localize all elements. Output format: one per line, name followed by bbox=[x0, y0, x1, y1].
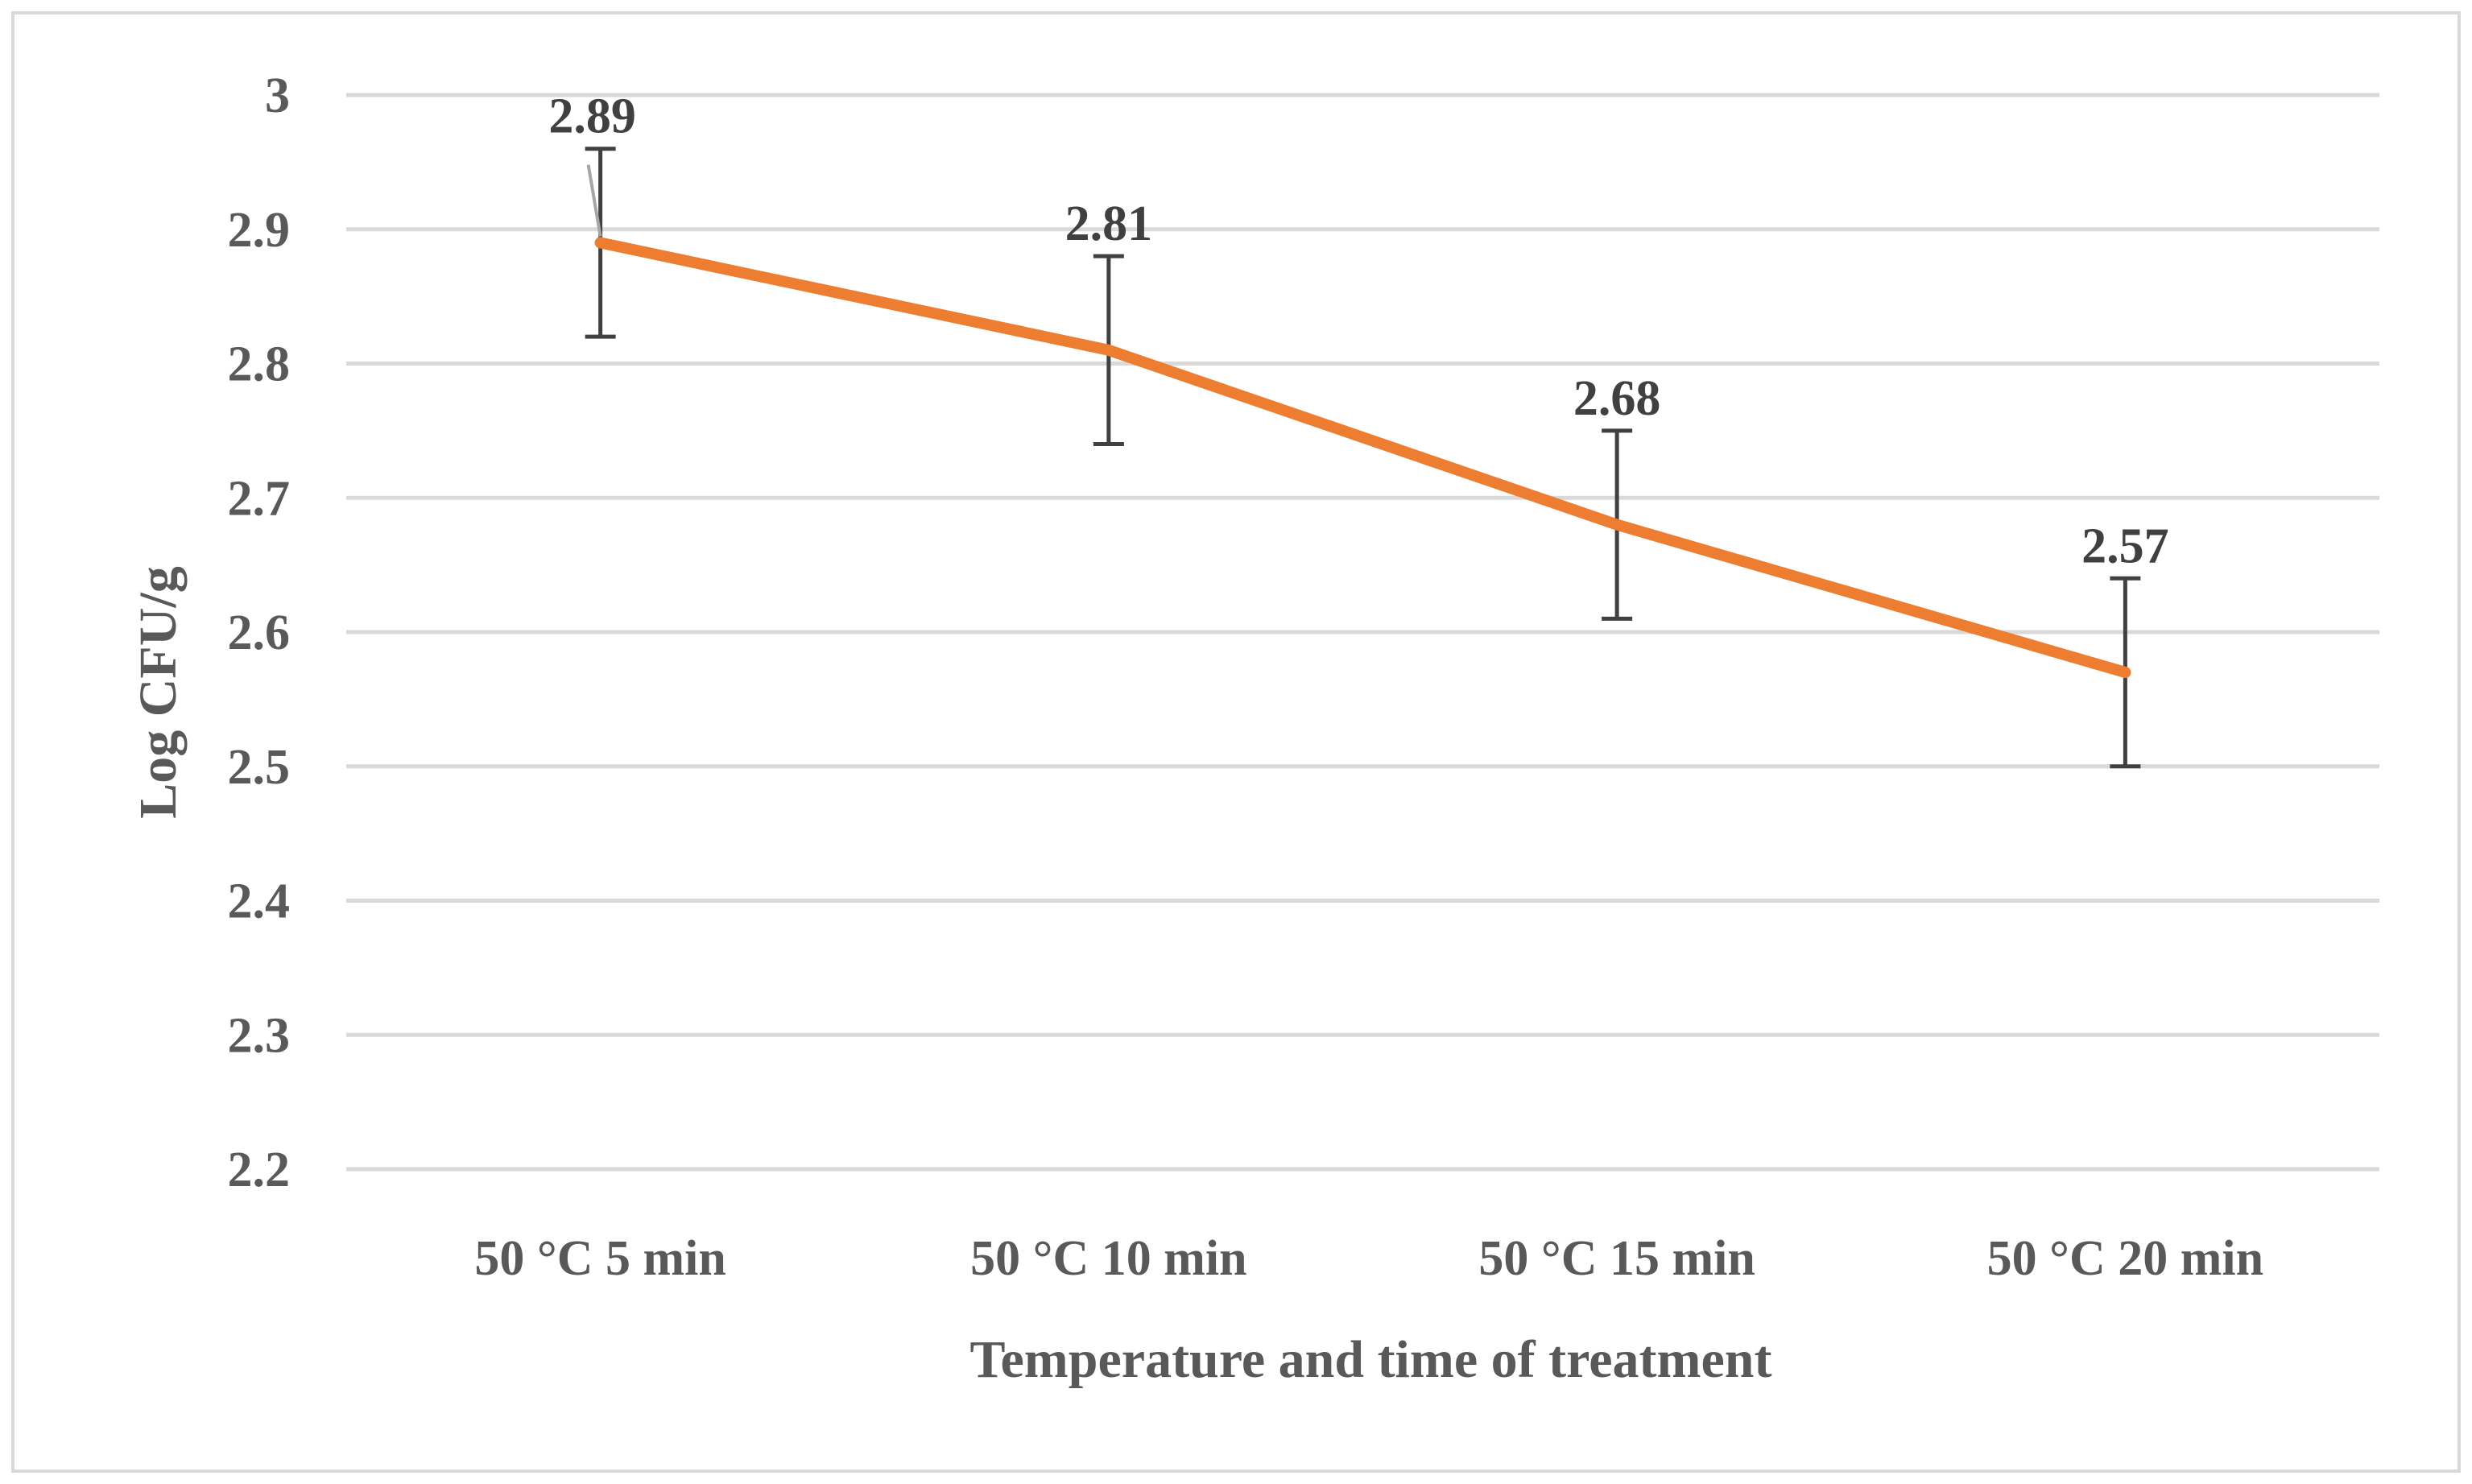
x-axis-tick-labels: 50 °C 5 min 50 °C 10 min 50 °C 15 min 50 °C… bbox=[474, 1231, 2263, 1286]
y-axis-tick-labels: 2.2 2.3 2.4 2.5 2.6 2.7 2.8 2.9 3 bbox=[228, 68, 291, 1197]
y-tick-label: 2.9 bbox=[228, 203, 291, 258]
y-tick-label: 2.6 bbox=[228, 606, 291, 660]
data-point bbox=[2119, 667, 2131, 679]
data-label: 2.81 bbox=[1065, 196, 1153, 251]
chart-border bbox=[11, 11, 2461, 1473]
x-tick-label: 50 °C 20 min bbox=[1987, 1231, 2263, 1286]
data-point bbox=[1102, 344, 1114, 356]
x-tick-label: 50 °C 15 min bbox=[1478, 1231, 1755, 1286]
series-layer bbox=[594, 237, 2131, 679]
gridlines bbox=[346, 93, 2379, 1172]
series-line bbox=[594, 237, 2131, 679]
y-axis-title: Log CFU/g bbox=[129, 566, 188, 819]
data-point bbox=[594, 237, 606, 249]
data-label-leader bbox=[586, 164, 602, 237]
y-tick-label: 3 bbox=[265, 68, 290, 123]
y-tick-label: 2.5 bbox=[228, 740, 291, 795]
data-labels: 2.89 2.81 2.68 2.57 bbox=[548, 89, 2168, 574]
y-tick-label: 2.8 bbox=[228, 337, 291, 392]
data-label: 2.57 bbox=[2081, 519, 2169, 573]
data-point bbox=[1611, 519, 1623, 531]
y-tick-label: 2.7 bbox=[228, 471, 291, 526]
y-tick-label: 2.3 bbox=[228, 1008, 291, 1063]
x-axis-title: Temperature and time of treatment bbox=[970, 1330, 1772, 1389]
y-tick-label: 2.2 bbox=[228, 1143, 291, 1197]
x-tick-label: 50 °C 10 min bbox=[970, 1231, 1246, 1286]
data-label: 2.89 bbox=[548, 89, 636, 144]
y-tick-label: 2.4 bbox=[228, 874, 291, 929]
data-label: 2.68 bbox=[1573, 371, 1661, 426]
x-tick-label: 50 °C 5 min bbox=[474, 1231, 725, 1286]
